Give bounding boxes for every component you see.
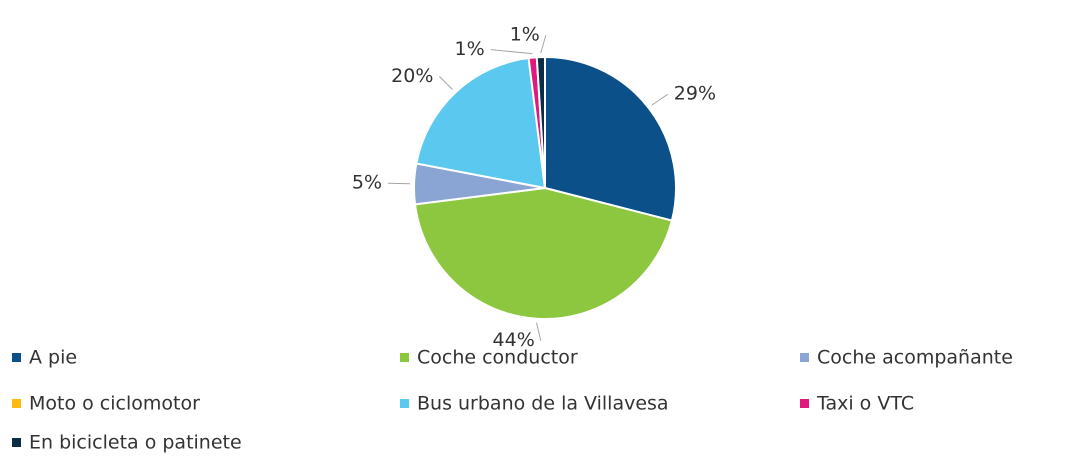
legend-label: Bus urbano de la Villavesa: [417, 393, 669, 415]
leader-line: [388, 182, 411, 185]
leader-line: [651, 93, 669, 106]
legend-label: A pie: [29, 347, 77, 369]
leader-line: [439, 76, 453, 90]
pie-slice: [415, 56, 547, 190]
legend-label: Coche acompañante: [817, 347, 1013, 369]
legend-swatch: [12, 399, 21, 408]
legend-swatch: [800, 399, 809, 408]
legend-swatch: [12, 353, 21, 362]
legend-label: Moto o ciclomotor: [29, 393, 200, 415]
data-label: 1%: [510, 24, 540, 46]
legend-swatch: [12, 438, 21, 447]
legend-label: Taxi o VTC: [816, 393, 914, 415]
data-label: 1%: [455, 38, 485, 60]
legend-swatch: [400, 399, 409, 408]
data-label: 20%: [391, 65, 433, 87]
pie-slice: [535, 55, 546, 189]
pie-slice: [413, 186, 674, 320]
data-label: 29%: [674, 83, 716, 105]
legend-label: Coche conductor: [417, 347, 578, 369]
leader-line: [536, 322, 542, 341]
legend-swatch: [800, 353, 809, 362]
data-label: 44%: [493, 329, 535, 351]
legend-swatch: [400, 353, 409, 362]
pie-slice: [544, 55, 677, 222]
data-label: 5%: [352, 172, 382, 194]
legend-label: En bicicleta o patinete: [29, 432, 242, 454]
leader-line: [490, 49, 533, 55]
leader-line: [540, 34, 547, 54]
